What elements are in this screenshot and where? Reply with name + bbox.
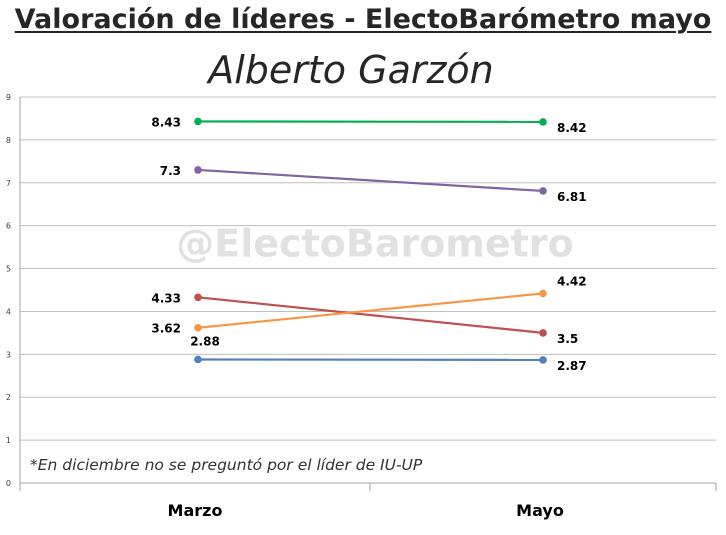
watermark: @ElectoBarometro: [176, 222, 573, 266]
y-tick-label: 8: [6, 136, 11, 145]
data-label: 7.3: [160, 164, 181, 178]
data-point: [539, 329, 547, 337]
data-point: [194, 293, 202, 302]
series-points: [194, 117, 547, 364]
data-point: [539, 187, 547, 195]
chart-subtitle: Alberto Garzón: [208, 48, 494, 92]
data-label: 2.88: [190, 334, 220, 348]
data-labels: 8.43 8.42 7.3 6.81 4.33 3.5 3.62 4.42 2.88 2.87: [151, 115, 586, 372]
y-tick-label: 2: [6, 393, 11, 402]
data-point: [194, 323, 202, 332]
data-point: [539, 289, 547, 298]
y-tick-labels: 0 1 2 3 4 5 6 7 8 9: [6, 93, 11, 488]
data-point: [539, 356, 547, 364]
chart-title: Valoración de líderes - ElectoBarómetro …: [14, 4, 712, 35]
data-label: 8.43: [151, 115, 181, 129]
data-point: [194, 166, 202, 174]
data-label: 6.81: [557, 190, 587, 204]
data-point: [194, 355, 202, 364]
y-tick-label: 6: [6, 222, 11, 231]
data-label: 4.33: [151, 291, 181, 305]
data-label: 3.5: [557, 332, 578, 346]
y-tick-label: 4: [6, 307, 11, 316]
series-line: [197, 292, 544, 329]
data-point: [539, 118, 547, 126]
y-tick-label: 3: [6, 350, 11, 359]
x-tick-label: Mayo: [516, 501, 564, 520]
data-point: [194, 117, 202, 126]
series-line: [197, 168, 544, 193]
y-tick-label: 1: [6, 436, 11, 445]
y-tick-label: 0: [6, 479, 11, 488]
y-tick-label: 7: [6, 179, 11, 188]
axes: [19, 97, 717, 491]
x-tick-labels: Marzo Mayo: [168, 501, 564, 520]
x-tick-label: Marzo: [168, 501, 223, 520]
data-label: 8.42: [557, 121, 587, 135]
data-label: 2.87: [557, 359, 587, 373]
y-tick-label: 9: [6, 93, 11, 102]
series-line: [197, 296, 544, 334]
data-label: 3.62: [151, 322, 181, 336]
data-label: 4.42: [557, 274, 587, 288]
y-tick-label: 5: [6, 265, 11, 274]
gridlines: [20, 96, 716, 441]
series-lines: [197, 120, 544, 362]
footnote: *En diciembre no se preguntó por el líde…: [30, 456, 423, 474]
